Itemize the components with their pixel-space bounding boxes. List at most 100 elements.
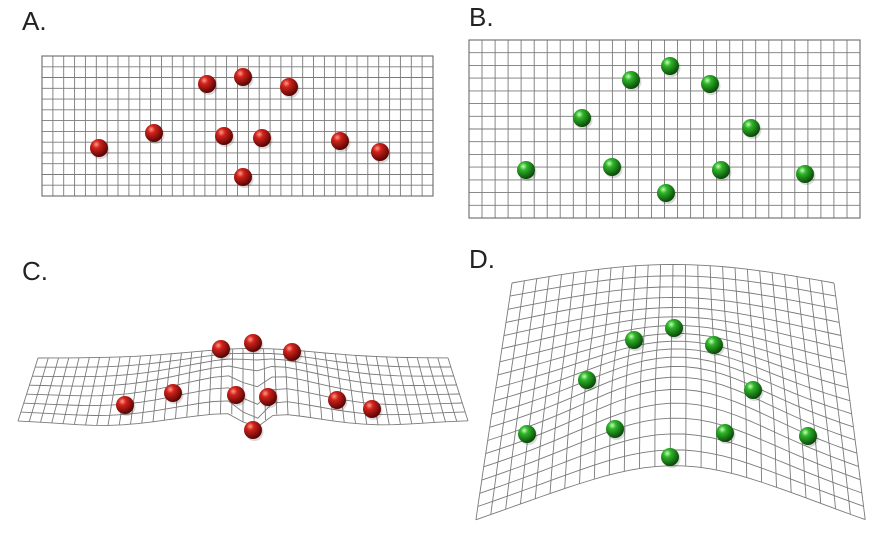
- panel-a-sphere: [145, 124, 163, 142]
- panel-d-column-line: [654, 264, 662, 467]
- panel-a-spheres: [90, 68, 391, 188]
- panel-d-sphere: [665, 319, 683, 337]
- panel-d-column-line: [564, 270, 587, 489]
- panel-c-column-line: [416, 357, 435, 423]
- panel-d-column-line: [623, 265, 637, 472]
- panel-d-column-line: [534, 274, 562, 499]
- panel-a-sphere: [371, 143, 389, 161]
- panel-c-sphere: [283, 343, 301, 361]
- panel-b-sphere: [517, 161, 535, 179]
- panel-c-column-line: [447, 357, 469, 421]
- panel-b-sphere: [712, 161, 730, 179]
- panel-c-column-line: [208, 350, 213, 415]
- panel-d-column-line: [709, 265, 718, 470]
- panel-c-column-line: [304, 351, 311, 418]
- panel-c-sphere: [212, 340, 230, 358]
- panel-c-grid: [17, 348, 469, 429]
- panel-a-sphere: [198, 75, 216, 93]
- panel-b-sphere: [701, 75, 719, 93]
- panel-d-label: D.: [469, 244, 495, 274]
- panel-c-column-line: [141, 355, 152, 424]
- panel-d-column-line: [796, 276, 822, 504]
- panel-c-column-line: [197, 351, 203, 416]
- panel-c-column-line: [406, 357, 424, 424]
- panel-d-column-line: [771, 272, 792, 493]
- panel-c-sphere: [116, 396, 134, 414]
- panel-c-column-line: [314, 351, 323, 420]
- panel-c-column-line: [73, 357, 90, 425]
- panel-c-column-line: [62, 357, 80, 424]
- panel-a-sphere: [280, 78, 298, 96]
- panel-c-column-line: [437, 357, 458, 422]
- panel-c-column-line: [375, 356, 390, 425]
- panel-c-column-line: [17, 357, 39, 422]
- panel-c-column-line: [186, 351, 193, 418]
- panel-c-column-line: [130, 355, 141, 425]
- panel-a-grid: [41, 55, 434, 197]
- panel-d-column-line: [669, 264, 674, 466]
- panel-b-sphere: [603, 158, 621, 176]
- panel-a-sphere: [90, 139, 108, 157]
- panel-a-sphere: [234, 168, 252, 186]
- panel-c-sphere: [328, 391, 346, 409]
- panel-d-sphere: [661, 448, 679, 466]
- panel-b-sphere: [573, 109, 591, 127]
- panel-d-column-line: [684, 264, 687, 466]
- panel-d-sphere: [606, 420, 624, 438]
- panel-b-spheres: [517, 57, 816, 204]
- panel-d-sphere: [799, 427, 817, 445]
- panel-d-column-line: [808, 278, 836, 509]
- panel-c-column-line: [345, 354, 356, 424]
- panel-c-column-line: [152, 354, 162, 422]
- panel-d-sphere: [705, 336, 723, 354]
- panel-c-column-line: [51, 357, 70, 424]
- panel-d-column-line: [579, 269, 600, 484]
- panel-c-column-line: [175, 352, 182, 419]
- panel-c-sphere: [244, 421, 262, 439]
- panel-d-column-line: [759, 270, 777, 488]
- panel-c-sphere: [164, 384, 182, 402]
- panel-d-sphere: [716, 424, 734, 442]
- panel-a-sphere: [215, 127, 233, 145]
- panel-b-grid-border: [468, 39, 861, 219]
- panel-c-label: C.: [22, 256, 48, 286]
- panel-d-sphere: [518, 425, 536, 443]
- panel-c-sphere: [227, 386, 245, 404]
- panel-d: D.: [469, 244, 866, 521]
- panel-d-column-line: [639, 264, 649, 469]
- panel-c-column-line: [96, 357, 111, 426]
- panel-a-sphere: [234, 68, 252, 86]
- panel-a-label: A.: [22, 6, 47, 36]
- panel-b-sphere: [657, 184, 675, 202]
- panel-c-column-line: [163, 353, 172, 421]
- panel-c-sphere: [244, 334, 262, 352]
- panel-d-column-line: [784, 274, 807, 498]
- panel-d-column-line: [821, 280, 851, 515]
- panel-c-column-line: [334, 353, 345, 423]
- panel-d-column-line: [505, 278, 538, 510]
- panel-c-column-line: [252, 348, 255, 429]
- panel-d-column-line: [519, 276, 550, 505]
- panel-c-column-line: [386, 356, 401, 425]
- panel-b-sphere: [661, 57, 679, 75]
- panel-b-sphere: [796, 165, 814, 183]
- panel-c-column-line: [263, 348, 266, 421]
- panel-d-column-line: [833, 282, 866, 520]
- panel-b-label: B.: [469, 2, 494, 32]
- panel-d-column-line: [490, 280, 525, 515]
- panel-d-sphere: [578, 371, 596, 389]
- panel-a: A.: [22, 6, 434, 197]
- panel-d-sphere: [625, 331, 643, 349]
- panel-a-sphere: [331, 132, 349, 150]
- panel-b: B.: [468, 2, 861, 219]
- panel-d-sphere: [744, 381, 762, 399]
- panel-d-row-line: [497, 333, 847, 376]
- panel-c-sphere: [259, 388, 277, 406]
- panel-d-column-line: [549, 272, 575, 494]
- panel-c-column-line: [427, 357, 446, 422]
- panel-b-sphere: [742, 119, 760, 137]
- panel-c-column-line: [40, 357, 59, 423]
- panel-c-sphere: [363, 400, 381, 418]
- panel-d-column-line: [593, 267, 612, 480]
